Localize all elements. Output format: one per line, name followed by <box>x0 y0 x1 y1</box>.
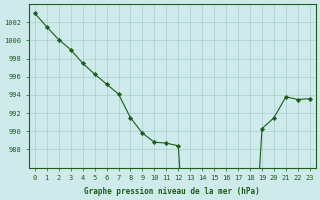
X-axis label: Graphe pression niveau de la mer (hPa): Graphe pression niveau de la mer (hPa) <box>84 187 260 196</box>
